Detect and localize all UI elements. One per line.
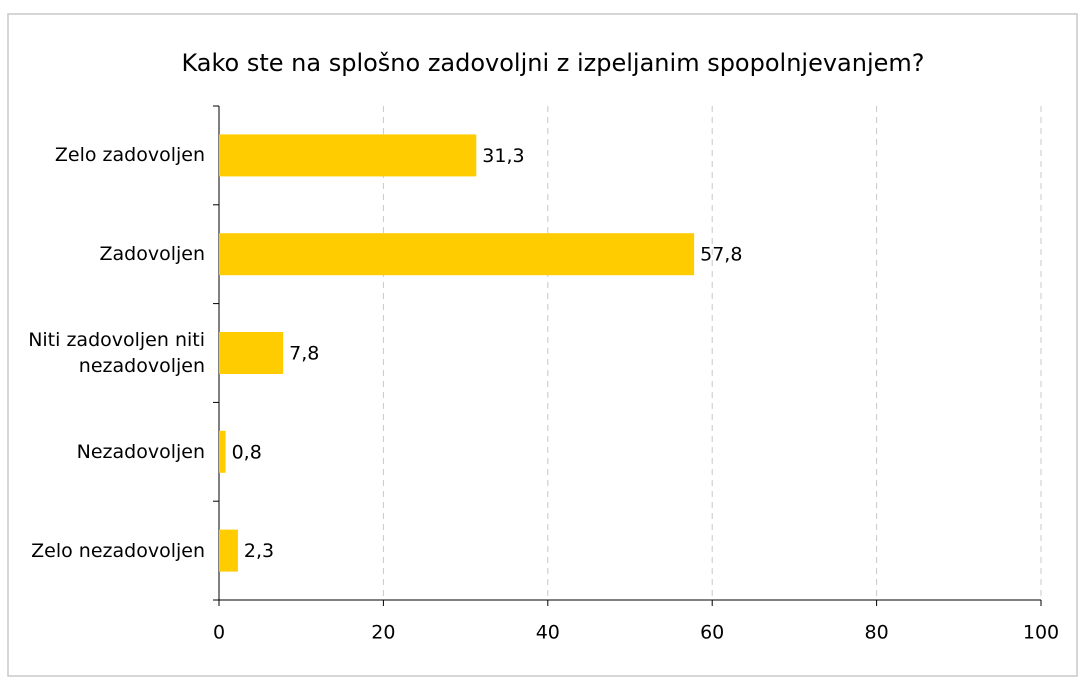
y-tick-label: Nezadovoljen [76, 440, 205, 463]
x-tick-label: 0 [213, 622, 225, 644]
value-label: 7,8 [289, 343, 319, 365]
bar [219, 529, 238, 572]
y-tick-label: Niti zadovoljen niti nezadovoljen [28, 329, 205, 377]
chart-title: Kako ste na splošno zadovoljni z izpelja… [181, 49, 924, 77]
bar [219, 332, 284, 374]
y-tick-label: Zelo zadovoljen [54, 144, 205, 167]
value-label: 0,8 [232, 441, 262, 463]
value-label: 31,3 [482, 145, 524, 167]
y-tick-label: Zadovoljen [99, 243, 205, 266]
x-tick-label: 40 [536, 622, 560, 644]
value-label: 2,3 [244, 540, 274, 562]
x-tick-label: 100 [1023, 622, 1059, 644]
y-tick-label: Zelo nezadovoljen [31, 539, 205, 562]
chart-border [7, 13, 1078, 677]
x-tick-label: 20 [371, 622, 395, 644]
value-label: 57,8 [700, 244, 742, 266]
bar [219, 233, 695, 276]
x-tick-label: 60 [700, 622, 724, 644]
bar [219, 134, 477, 177]
x-tick-label: 80 [865, 622, 889, 644]
bar [219, 430, 226, 473]
